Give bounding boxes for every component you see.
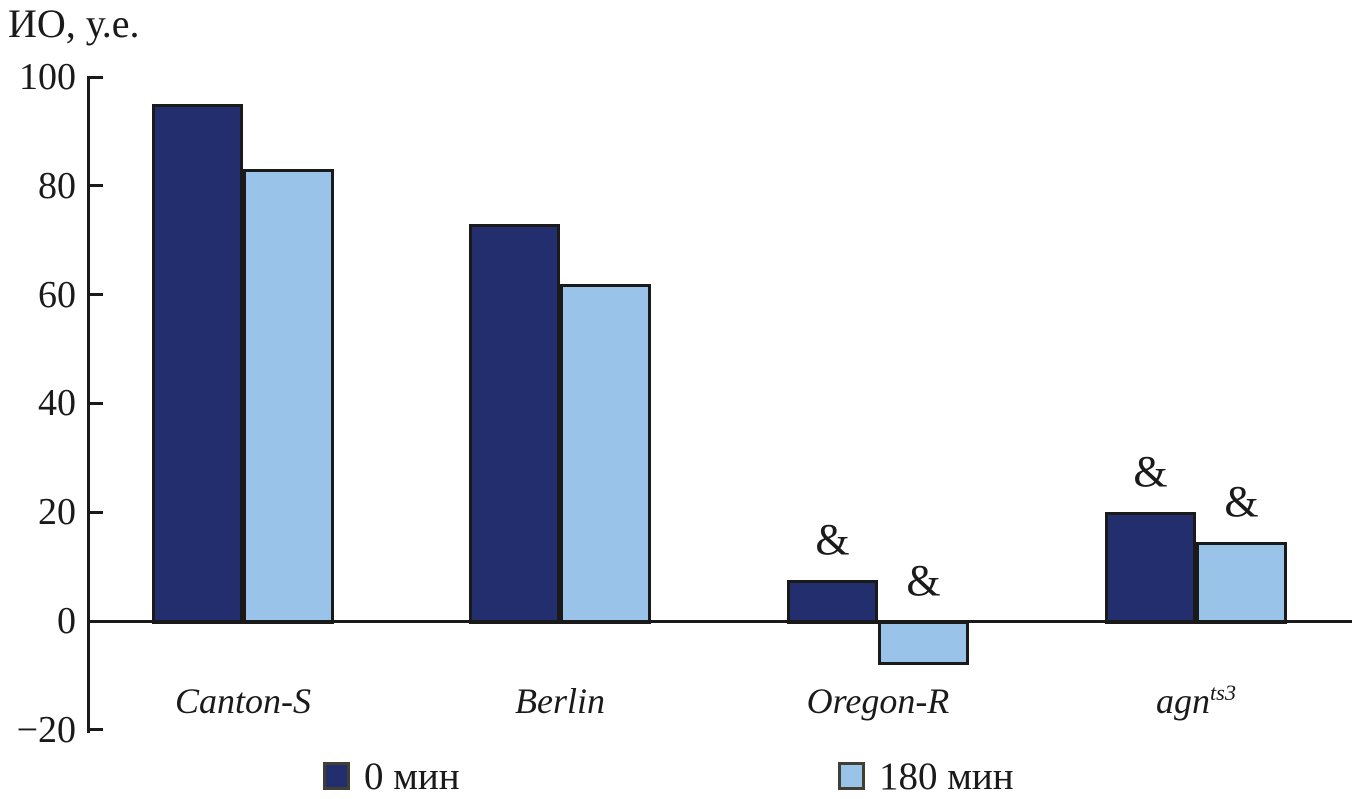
significance-marker: &	[815, 515, 850, 565]
legend-label: 0 мин	[364, 755, 460, 798]
category-label-text: Oregon-R	[806, 681, 950, 721]
y-tick	[87, 184, 103, 188]
category-label: Oregon-R	[718, 681, 1038, 721]
category-label-superscript: ts3	[1209, 680, 1237, 705]
y-tick-label: 60	[38, 273, 76, 316]
category-label: Canton-S	[83, 681, 403, 721]
y-tick-label: −20	[16, 708, 76, 751]
category-label-text: Canton-S	[174, 681, 311, 721]
legend-label: 180 мин	[879, 755, 1014, 798]
y-tick-label: 80	[38, 164, 76, 207]
legend-item: 180 мин	[838, 756, 1014, 798]
y-tick-label: 100	[19, 56, 76, 98]
bar	[1105, 512, 1196, 624]
y-tick	[87, 293, 103, 297]
y-tick-label: 0	[57, 600, 76, 642]
bar	[243, 169, 334, 624]
bar	[560, 283, 651, 624]
y-axis-line	[87, 77, 90, 733]
y-tick	[87, 401, 103, 405]
y-tick	[87, 75, 103, 79]
bar	[878, 621, 969, 665]
y-tick-label: 20	[38, 491, 76, 534]
y-tick	[87, 728, 103, 732]
legend-swatch	[323, 762, 350, 790]
category-label: Berlin	[400, 681, 720, 721]
significance-marker: &	[906, 556, 941, 605]
bar	[469, 223, 560, 624]
y-axis-title: ИО, у.е.	[8, 1, 140, 46]
legend-swatch	[838, 762, 865, 790]
bar	[787, 580, 878, 624]
bar	[1196, 542, 1287, 624]
y-tick-label: 40	[38, 382, 76, 425]
category-label-text: agn	[1155, 681, 1210, 721]
x-axis-baseline	[87, 619, 1352, 623]
y-tick	[87, 510, 103, 514]
bar	[152, 104, 243, 624]
category-label: agnts3	[1036, 681, 1352, 721]
category-label-text: Berlin	[515, 681, 605, 721]
significance-marker: &	[1224, 477, 1259, 527]
legend-item: 0 мин	[323, 756, 460, 798]
significance-marker: &	[1133, 447, 1168, 497]
